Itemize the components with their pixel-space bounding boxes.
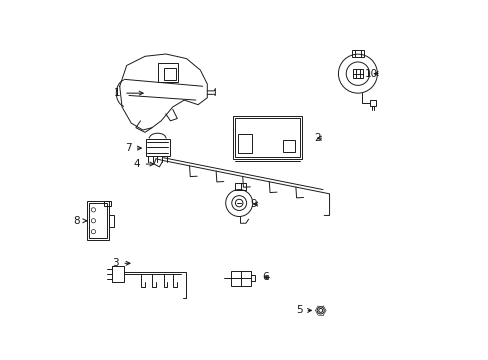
Bar xyxy=(145,139,169,156)
Bar xyxy=(232,116,302,159)
Bar xyxy=(158,63,178,82)
Bar xyxy=(104,201,111,206)
Bar xyxy=(87,201,108,240)
Text: 8: 8 xyxy=(73,216,80,226)
Bar xyxy=(89,203,107,238)
Bar xyxy=(351,50,363,57)
Text: 3: 3 xyxy=(112,258,119,268)
Text: 7: 7 xyxy=(124,143,131,153)
Text: 9: 9 xyxy=(250,199,257,209)
Bar xyxy=(163,68,176,81)
Bar xyxy=(108,215,114,226)
Text: 1: 1 xyxy=(114,88,121,98)
Text: 5: 5 xyxy=(295,305,302,315)
Text: 4: 4 xyxy=(134,159,140,169)
Bar xyxy=(230,271,251,285)
Text: 6: 6 xyxy=(262,273,268,283)
Bar xyxy=(235,118,299,157)
Bar xyxy=(238,134,252,153)
Text: 10: 10 xyxy=(365,69,378,79)
Text: 2: 2 xyxy=(314,133,321,143)
Bar xyxy=(282,140,294,152)
Bar xyxy=(369,100,376,106)
Bar xyxy=(352,69,363,78)
